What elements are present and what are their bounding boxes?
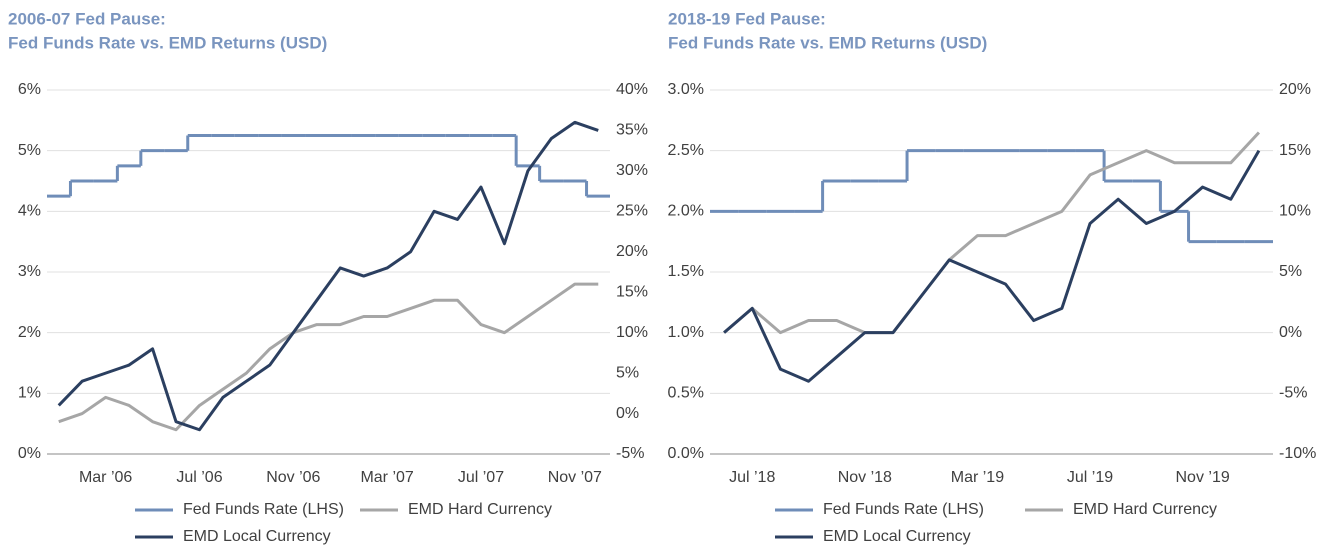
x-tick-label: Jul ’07 bbox=[458, 469, 504, 486]
y-tick-label: 2% bbox=[18, 324, 41, 341]
series-line bbox=[723, 149, 1261, 383]
legend-label: Fed Funds Rate (LHS) bbox=[183, 501, 344, 518]
y2-tick-label: 30% bbox=[616, 162, 648, 179]
y-tick-label: 3% bbox=[18, 263, 41, 280]
y-tick-label: 2.5% bbox=[668, 142, 704, 159]
y-tick-label: 0% bbox=[18, 445, 41, 462]
chart-subtitle: Fed Funds Rate vs. EMD Returns (USD) bbox=[668, 33, 987, 52]
y2-tick-label: 40% bbox=[616, 81, 648, 98]
y2-tick-label: 0% bbox=[616, 405, 639, 422]
legend-label: EMD Local Currency bbox=[183, 528, 331, 545]
x-tick-label: Jul ’18 bbox=[729, 469, 775, 486]
y2-tick-label: 20% bbox=[616, 243, 648, 260]
y-tick-label: 1.0% bbox=[668, 324, 704, 341]
x-tick-label: Nov ’18 bbox=[838, 469, 892, 486]
y2-tick-label: -5% bbox=[616, 445, 644, 462]
x-tick-label: Mar ’06 bbox=[79, 469, 132, 486]
y-tick-label: 6% bbox=[18, 81, 41, 98]
series-line bbox=[57, 120, 599, 432]
chart-title: 2018-19 Fed Pause: bbox=[668, 9, 826, 28]
y-tick-label: 3.0% bbox=[668, 81, 704, 98]
x-tick-label: Mar ’19 bbox=[951, 469, 1004, 486]
series-line bbox=[723, 131, 1261, 335]
y-tick-label: 2.0% bbox=[668, 203, 704, 220]
series-line bbox=[58, 282, 599, 432]
y2-tick-label: 10% bbox=[616, 324, 648, 341]
y2-tick-label: -10% bbox=[1279, 445, 1316, 462]
y2-tick-label: -5% bbox=[1279, 385, 1307, 402]
x-tick-label: Nov ’06 bbox=[266, 469, 320, 486]
x-tick-label: Nov ’07 bbox=[548, 469, 602, 486]
y2-tick-label: 5% bbox=[616, 364, 639, 381]
y-tick-label: 5% bbox=[18, 142, 41, 159]
y-tick-label: 0.0% bbox=[668, 445, 704, 462]
legend-label: EMD Local Currency bbox=[823, 528, 971, 545]
y2-tick-label: 20% bbox=[1279, 81, 1311, 98]
x-tick-label: Nov ’19 bbox=[1176, 469, 1230, 486]
y2-tick-label: 15% bbox=[616, 283, 648, 300]
y2-tick-label: 0% bbox=[1279, 324, 1302, 341]
y2-tick-label: 25% bbox=[616, 203, 648, 220]
y-tick-label: 4% bbox=[18, 203, 41, 220]
x-tick-label: Jul ’19 bbox=[1067, 469, 1113, 486]
y-tick-label: 1.5% bbox=[668, 263, 704, 280]
y2-tick-label: 5% bbox=[1279, 263, 1302, 280]
y-tick-label: 1% bbox=[18, 385, 41, 402]
y2-tick-label: 35% bbox=[616, 122, 648, 139]
y2-tick-label: 15% bbox=[1279, 142, 1311, 159]
y-tick-label: 0.5% bbox=[668, 385, 704, 402]
legend-label: EMD Hard Currency bbox=[408, 501, 552, 518]
chart-title: 2006-07 Fed Pause: bbox=[8, 9, 166, 28]
y2-tick-label: 10% bbox=[1279, 203, 1311, 220]
legend-label: EMD Hard Currency bbox=[1073, 501, 1217, 518]
x-tick-label: Jul ’06 bbox=[176, 469, 222, 486]
chart-subtitle: Fed Funds Rate vs. EMD Returns (USD) bbox=[8, 33, 327, 52]
x-tick-label: Mar ’07 bbox=[360, 469, 413, 486]
legend-label: Fed Funds Rate (LHS) bbox=[823, 501, 984, 518]
